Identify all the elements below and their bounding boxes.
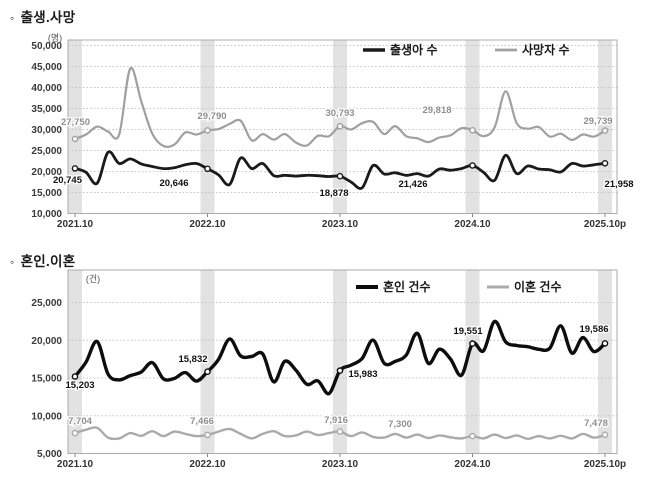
legend-label: 사망자 수: [522, 42, 570, 57]
value-label: 15,203: [65, 380, 94, 391]
x-axis-tick-label: 2023.10: [322, 459, 359, 470]
value-label: 29,790: [197, 111, 226, 122]
x-axis-tick-label: 2022.10: [189, 219, 226, 230]
y-axis-tick-label: 20,000: [31, 336, 62, 347]
legend-label: 혼인 건수: [383, 279, 431, 294]
october-band: [465, 270, 480, 454]
october-marker: [204, 431, 211, 439]
october-band: [465, 40, 480, 214]
x-axis-tick-label: 2022.10: [189, 459, 226, 470]
october-band: [200, 270, 215, 454]
october-marker: [204, 368, 211, 376]
october-marker: [601, 431, 609, 439]
value-label: 19,586: [579, 324, 608, 335]
x-axis-tick-label: 2023.10: [322, 219, 359, 230]
value-label: 21,958: [604, 179, 633, 190]
value-label: 19,551: [453, 326, 483, 337]
value-label: 21,426: [398, 179, 427, 190]
october-marker: [71, 135, 79, 143]
y-axis-tick-label: 20,000: [31, 167, 62, 178]
bullet-icon: ◦: [10, 255, 15, 269]
legend-label: 출생아 수: [390, 42, 438, 57]
value-label: 7,478: [584, 418, 608, 429]
october-marker: [71, 165, 79, 172]
october-marker: [601, 159, 609, 167]
legend-label: 이혼 건수: [514, 279, 562, 294]
october-band: [333, 270, 347, 454]
october-marker: [469, 162, 476, 169]
october-marker: [601, 127, 609, 134]
chart-title-text-marriage-divorce: 혼인.이혼: [20, 254, 76, 269]
x-axis-tick-label: 2024.10: [454, 219, 491, 230]
october-marker: [336, 172, 344, 180]
y-axis-tick-label: 15,000: [31, 188, 62, 199]
october-marker: [71, 429, 79, 437]
october-marker: [336, 122, 344, 130]
october-marker: [204, 127, 211, 134]
october-marker: [469, 340, 476, 347]
y-axis-tick-label: 30,000: [31, 125, 62, 136]
value-label: 7,704: [68, 416, 92, 427]
october-marker: [204, 165, 211, 173]
y-axis-tick-label: 5,000: [37, 449, 62, 460]
y-axis-tick-label: 10,000: [31, 209, 62, 220]
x-axis-tick-label: 2024.10: [454, 459, 491, 470]
x-axis-tick-label: 2021.10: [57, 219, 94, 230]
x-axis-tick-label: 2025.10p: [584, 459, 626, 470]
y-axis-tick-label: 40,000: [31, 83, 62, 94]
bullet-icon: ◦: [10, 11, 15, 25]
value-label: 30,793: [325, 108, 354, 119]
october-marker: [336, 367, 344, 374]
october-marker: [71, 373, 79, 380]
y-axis-tick-label: 25,000: [31, 146, 62, 157]
axis-unit-label: (명): [48, 33, 62, 43]
y-axis-tick-label: 50,000: [31, 41, 62, 52]
value-label: 29,818: [422, 105, 451, 116]
october-marker: [601, 340, 609, 347]
chart-title-text-birth-death: 출생.사망: [20, 10, 76, 25]
value-label: 15,832: [178, 354, 207, 365]
birth-death-chart: 50,000 45,000 40,000 35,000 30,000 25,000 20,0…: [31, 33, 634, 230]
october-marker: [469, 432, 476, 440]
value-label: 7,916: [324, 415, 348, 426]
x-axis-tick-label: 2021.10: [57, 459, 94, 470]
value-label: 7,466: [190, 416, 214, 427]
october-band: [68, 270, 82, 454]
october-marker: [469, 127, 476, 134]
october-marker: [336, 428, 344, 435]
value-label: 7,300: [388, 419, 412, 430]
value-label: 20,646: [159, 178, 188, 189]
value-label: 15,983: [348, 369, 377, 380]
y-axis-tick-label: 45,000: [31, 62, 62, 73]
y-axis-tick-label: 10,000: [31, 411, 62, 422]
y-axis-tick-label: 15,000: [31, 374, 62, 385]
chart-title-marriage-divorce: ◦ 혼인.이혼: [10, 250, 76, 270]
value-label: 18,878: [319, 188, 348, 199]
value-label: 27,750: [61, 117, 90, 128]
plot-border: [67, 39, 618, 214]
axis-unit-label: (건): [86, 274, 100, 284]
october-band: [598, 270, 612, 454]
plot-border: [67, 269, 618, 454]
october-band: [598, 40, 612, 214]
y-axis-tick-label: 35,000: [31, 104, 62, 115]
value-label: 29,739: [583, 116, 612, 127]
y-axis-tick-label: 25,000: [31, 298, 62, 309]
chart-title-birth-death: ◦ 출생.사망: [10, 6, 76, 26]
value-label: 20,745: [53, 175, 83, 186]
x-axis-tick-label: 2025.10p: [584, 219, 626, 230]
